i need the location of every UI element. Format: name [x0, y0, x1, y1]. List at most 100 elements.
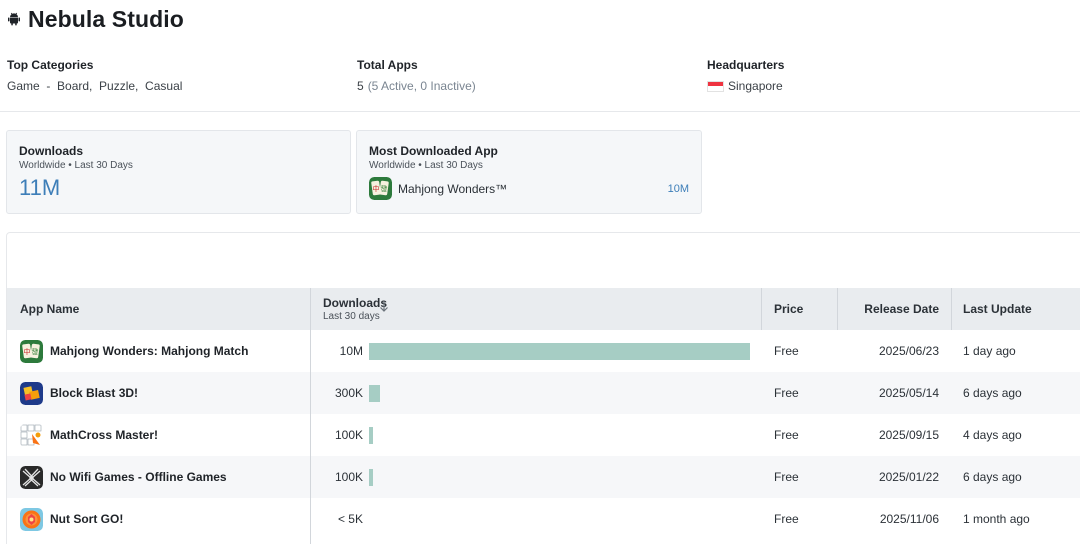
section-divider	[0, 111, 1080, 112]
header-last-update[interactable]: Last Update	[963, 288, 1032, 330]
last-update-text: 1 month ago	[963, 512, 1030, 526]
studio-info: Top Categories Game - Board, Puzzle, Cas…	[7, 58, 1080, 98]
headquarters-label: Headquarters	[707, 58, 785, 72]
most-downloaded-card: Most Downloaded App Worldwide • Last 30 …	[356, 130, 702, 214]
most-downloaded-title: Most Downloaded App	[369, 144, 498, 158]
downloads-value: 100K	[311, 414, 363, 456]
last-update-cell: 1 day ago	[963, 330, 1016, 372]
most-downloaded-subtitle: Worldwide • Last 30 Days	[369, 160, 483, 171]
downloads-bar-cell	[369, 414, 373, 456]
downloads-value: 100K	[311, 456, 363, 498]
app-name-cell[interactable]: No Wifi Games - Offline Games	[20, 456, 227, 498]
header-release-label: Release Date	[864, 302, 939, 316]
app-name-cell[interactable]: Nut Sort GO!	[20, 498, 123, 540]
last-update-cell: 6 days ago	[963, 456, 1022, 498]
table-row[interactable]: MathCross Master! 100K Free 2025/09/15 4…	[7, 414, 1080, 456]
top-categories: Top Categories Game - Board, Puzzle, Cas…	[7, 58, 182, 93]
price-cell: Free	[774, 456, 799, 498]
downloads-card-value: 11M	[19, 175, 61, 200]
column-divider	[837, 288, 838, 330]
apps-table: App Name Downloads Last 30 days Price Re…	[6, 232, 1080, 544]
release-date-cell: 2025/01/22	[838, 456, 939, 498]
last-update-cell: 4 days ago	[963, 414, 1022, 456]
downloads-text: 100K	[334, 470, 363, 484]
price-cell: Free	[774, 414, 799, 456]
header-app-name[interactable]: App Name	[20, 288, 79, 330]
table-row[interactable]: Nut Sort GO! < 5K Free 2025/11/06 1 mont…	[7, 498, 1080, 540]
column-divider	[951, 288, 952, 330]
total-apps-value: 5 (5 Active, 0 Inactive)	[357, 79, 476, 93]
downloads-card: Downloads Worldwide • Last 30 Days 11M	[6, 130, 351, 214]
downloads-bar-cell	[369, 372, 381, 414]
release-date-text: 2025/06/23	[878, 344, 939, 358]
table-row[interactable]: Block Blast 3D! 300K Free 2025/05/14 6 d…	[7, 372, 1080, 414]
price-cell: Free	[774, 330, 799, 372]
price-text: Free	[774, 512, 799, 526]
release-date-text: 2025/11/06	[879, 512, 939, 526]
last-update-text: 6 days ago	[963, 470, 1022, 484]
header-downloads[interactable]: Downloads Last 30 days	[323, 288, 387, 330]
headquarters-country: Singapore	[728, 79, 783, 93]
headquarters: Headquarters Singapore	[707, 58, 784, 93]
downloads-value: 300K	[311, 372, 363, 414]
header-downloads-sub: Last 30 days	[323, 311, 380, 322]
svg-text:發: 發	[381, 184, 388, 193]
svg-text:發: 發	[32, 347, 39, 356]
downloads-bar-cell	[369, 456, 373, 498]
last-update-text: 6 days ago	[963, 386, 1022, 400]
singapore-flag-icon	[707, 80, 724, 92]
header-release-date[interactable]: Release Date	[838, 288, 939, 330]
sort-descending-icon[interactable]	[379, 301, 389, 316]
last-update-text: 1 day ago	[963, 344, 1016, 358]
downloads-text: 100K	[334, 428, 363, 442]
downloads-card-subtitle: Worldwide • Last 30 Days	[19, 160, 133, 171]
offline-games-icon	[20, 465, 43, 489]
total-apps: Total Apps 5 (5 Active, 0 Inactive)	[357, 58, 476, 93]
top-categories-value: Game - Board, Puzzle, Casual	[7, 79, 182, 93]
header-update-label: Last Update	[963, 302, 1032, 316]
price-text: Free	[774, 386, 799, 400]
column-divider	[761, 288, 762, 330]
most-downloaded-app-value: 10M	[667, 182, 689, 195]
header-price-label: Price	[774, 302, 804, 316]
header-price[interactable]: Price	[774, 288, 803, 330]
downloads-text: 300K	[334, 386, 363, 400]
release-date-text: 2025/01/22	[878, 470, 939, 484]
release-date-cell: 2025/11/06	[838, 498, 939, 540]
svg-text:中: 中	[373, 184, 380, 193]
downloads-bar	[369, 426, 373, 444]
release-date-cell: 2025/05/14	[838, 372, 939, 414]
price-cell: Free	[774, 498, 799, 540]
most-downloaded-app[interactable]: 中 發 Mahjong Wonders™ 10M	[369, 177, 689, 200]
downloads-bar	[369, 342, 750, 360]
total-apps-label: Total Apps	[357, 58, 418, 72]
price-text: Free	[774, 344, 799, 358]
blocks-icon	[20, 381, 43, 405]
app-name: Nut Sort GO!	[50, 512, 124, 526]
last-update-text: 4 days ago	[963, 428, 1022, 442]
release-date-text: 2025/09/15	[878, 428, 939, 442]
mathcross-icon	[20, 423, 43, 447]
mahjong-icon: 中 發	[369, 177, 392, 200]
page-title: Nebula Studio	[28, 5, 184, 32]
downloads-text: < 5K	[337, 512, 363, 526]
downloads-value: 10M	[311, 330, 363, 372]
downloads-bar-cell	[369, 330, 750, 372]
last-update-cell: 6 days ago	[963, 372, 1022, 414]
downloads-bar	[369, 384, 381, 402]
svg-text:中: 中	[24, 347, 31, 356]
total-apps-count: 5	[357, 79, 364, 93]
app-name-cell[interactable]: MathCross Master!	[20, 414, 158, 456]
downloads-text: 10M	[339, 344, 363, 358]
mahjong-icon: 中 發	[20, 339, 43, 363]
table-row[interactable]: No Wifi Games - Offline Games 100K Free …	[7, 456, 1080, 498]
column-divider	[310, 288, 311, 544]
table-row[interactable]: 中 發 Mahjong Wonders: Mahjong Match 10M F…	[7, 330, 1080, 372]
app-name-cell[interactable]: 中 發 Mahjong Wonders: Mahjong Match	[20, 330, 248, 372]
app-name: Mahjong Wonders: Mahjong Match	[50, 344, 249, 358]
app-name: No Wifi Games - Offline Games	[50, 470, 227, 484]
app-name-cell[interactable]: Block Blast 3D!	[20, 372, 138, 414]
top-categories-text: Game - Board, Puzzle, Casual	[7, 79, 183, 93]
top-categories-label: Top Categories	[7, 58, 94, 72]
price-text: Free	[774, 428, 799, 442]
